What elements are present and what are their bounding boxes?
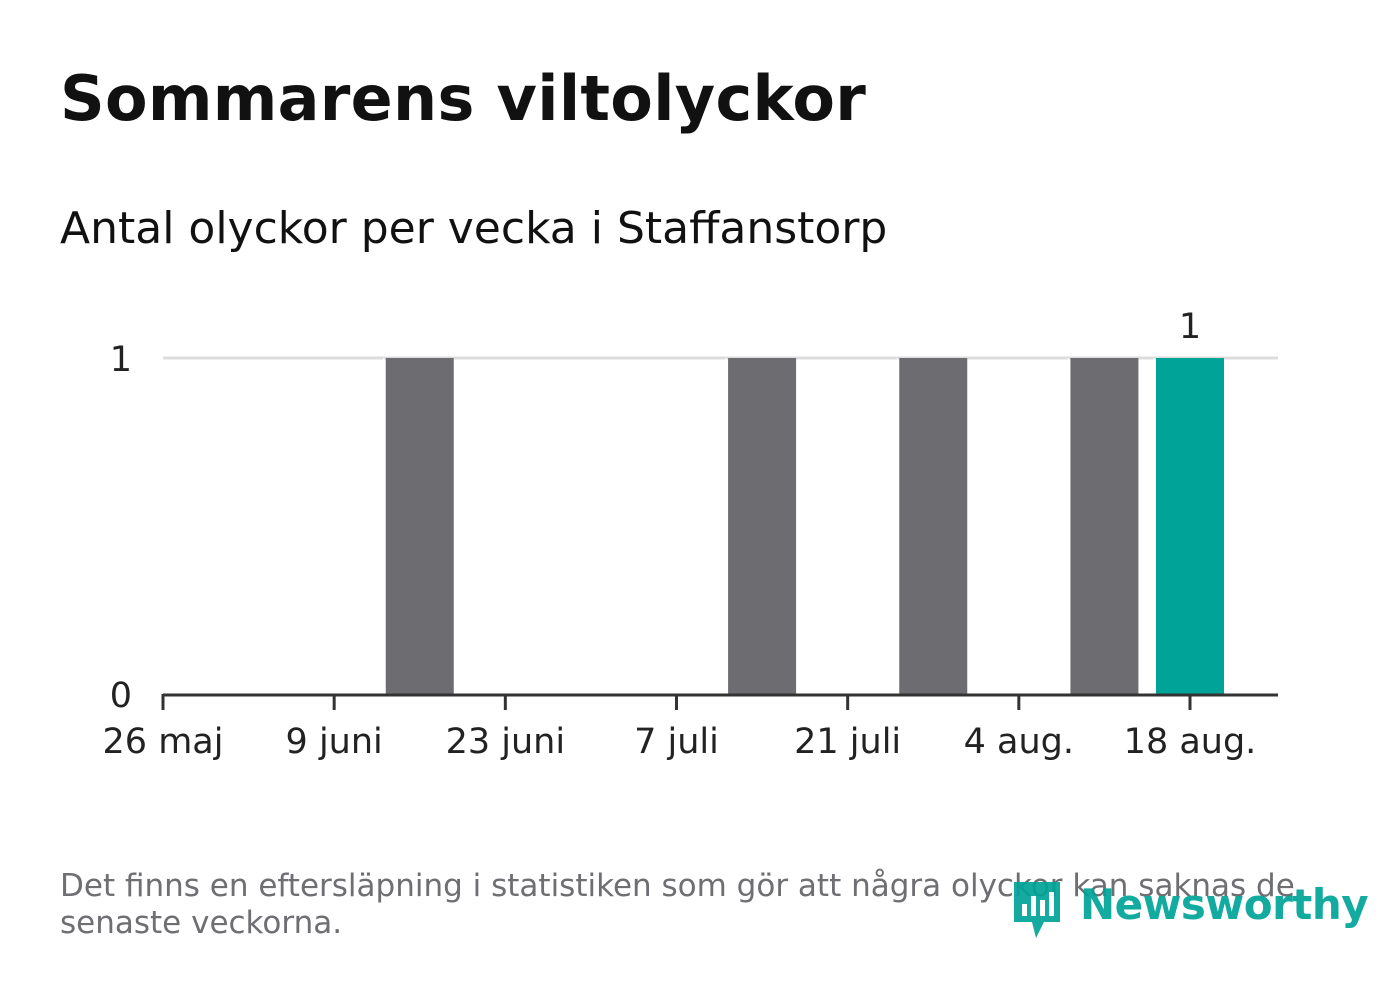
- x-tick-label: 18 aug.: [1124, 722, 1257, 762]
- brand-logo: Newsworthy: [1010, 878, 1369, 942]
- bar: [1156, 358, 1224, 694]
- chart-subtitle: Antal olyckor per vecka i Staffanstorp: [60, 203, 888, 254]
- y-tick-label: 0: [110, 676, 132, 716]
- data-label: 1: [1179, 307, 1201, 347]
- x-tick-label: 26 maj: [103, 722, 224, 762]
- bar: [728, 358, 797, 694]
- y-tick-label: 1: [110, 340, 132, 380]
- bar: [1070, 358, 1139, 694]
- x-tick-label: 21 juli: [794, 722, 901, 762]
- bar: [385, 358, 454, 694]
- newsworthy-logo-icon: [1014, 882, 1060, 938]
- x-tick-label: 4 aug.: [964, 722, 1074, 762]
- x-tick-label: 9 juni: [286, 722, 383, 762]
- chart-title: Sommarens viltolyckor: [60, 62, 867, 135]
- x-tick-label: 23 juni: [446, 722, 565, 762]
- x-tick-label: 7 juli: [634, 722, 719, 762]
- footnote: Det finns en eftersläpning i statistiken…: [60, 868, 1295, 941]
- bar: [899, 358, 968, 694]
- brand-name: Newsworthy: [1080, 880, 1369, 929]
